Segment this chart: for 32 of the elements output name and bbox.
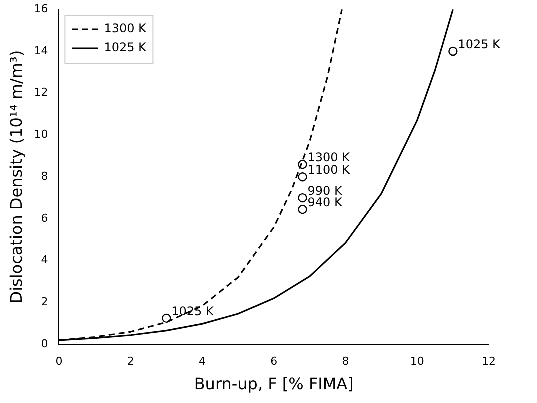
y-tick-label: 12	[34, 86, 48, 100]
point	[298, 204, 308, 214]
y-axis-title: Dislocation Density (10¹⁴ m/m³)	[6, 50, 26, 304]
x-tick-label: 12	[482, 355, 496, 368]
legend-label: 1300 K	[104, 22, 148, 36]
point	[448, 46, 458, 56]
annotation: 940 K	[308, 196, 344, 210]
y-tick-label: 0	[41, 337, 48, 350]
point	[298, 160, 308, 170]
point	[298, 172, 308, 182]
annotation: 990 K	[308, 184, 344, 198]
annotation: 1300 K	[308, 150, 352, 165]
y-tick-label: 4	[41, 254, 48, 267]
y-tick-label: 16	[34, 2, 48, 16]
x-tick-label: 8	[342, 355, 350, 368]
annotation: 1025 K	[458, 38, 502, 52]
x-tick-label: 6	[270, 355, 278, 368]
annotation: 1025 K	[172, 304, 215, 319]
y-tick-label: 10	[34, 128, 48, 142]
y-tick-label: 6	[41, 212, 48, 225]
x-tick-label: 10	[410, 355, 424, 368]
point	[162, 314, 172, 324]
point	[298, 193, 308, 203]
x-tick-label: 2	[127, 355, 134, 368]
x-tick-label: 4	[198, 355, 206, 368]
annotation: 1100 K	[308, 163, 352, 178]
legend-label: 1025 K	[104, 40, 148, 55]
x-axis-title: Burn-up, F [% FIMA]	[194, 374, 354, 394]
y-tick-label: 14	[34, 44, 48, 58]
x-tick-label: 0	[56, 355, 63, 368]
y-tick-label: 8	[41, 170, 48, 183]
y-tick-label: 2	[41, 296, 48, 309]
